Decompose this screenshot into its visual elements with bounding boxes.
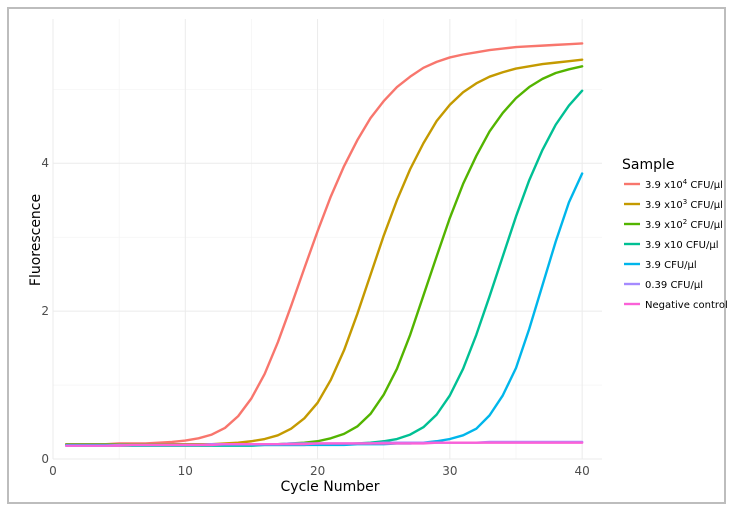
legend-label: 3.9 x10 CFU/µl [645,240,718,251]
legend-item: 0.39 CFU/µl [624,280,703,291]
legend-label: 3.9 CFU/µl [645,260,697,271]
legend-label: 3.9 x103 CFU/µl [645,198,723,211]
legend-item: 3.9 x103 CFU/µl [624,198,723,211]
x-tick-label: 0 [49,464,57,478]
legend-title: Sample [622,157,675,173]
x-tick-label: 20 [310,464,325,478]
legend-item: 3.9 x10 CFU/µl [624,240,718,251]
legend-label: 3.9 x102 CFU/µl [645,218,723,231]
legend: Sample 3.9 x104 CFU/µl 3.9 x103 CFU/µl 3.9… [622,157,728,311]
y-tick-label: 4 [41,156,49,170]
legend-item: 3.9 x102 CFU/µl [624,218,723,231]
x-axis-title: Cycle Number [281,479,380,495]
axis-ticks: 0 10 20 30 40 0 2 4 [41,156,589,478]
y-axis-title: Fluorescence [28,194,44,286]
x-tick-label: 10 [178,464,193,478]
x-tick-label: 30 [442,464,457,478]
plot-panel [53,19,602,459]
series-lines [65,42,584,447]
legend-item: 3.9 x104 CFU/µl [624,178,723,191]
grid-lines [52,19,602,460]
y-tick-label: 2 [41,304,49,318]
series-line-7 [65,441,584,447]
legend-label: Negative control [645,300,728,311]
legend-label: 0.39 CFU/µl [645,280,703,291]
legend-label: 3.9 x104 CFU/µl [645,178,723,191]
legend-item: Negative control [624,300,728,311]
legend-item: 3.9 CFU/µl [624,260,697,271]
y-tick-label: 0 [41,452,49,466]
x-tick-label: 40 [575,464,590,478]
